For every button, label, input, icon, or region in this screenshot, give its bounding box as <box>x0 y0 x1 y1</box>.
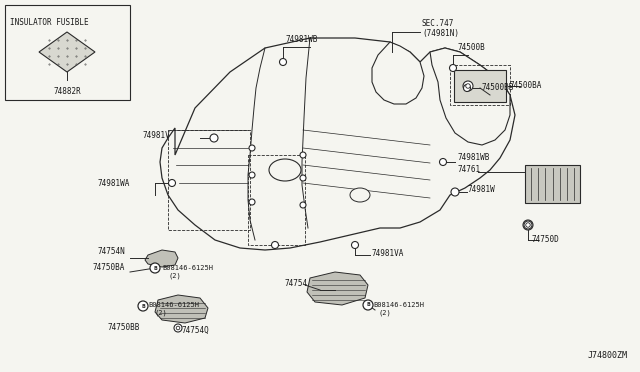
Polygon shape <box>430 48 510 145</box>
Text: (2): (2) <box>168 273 180 279</box>
Circle shape <box>176 326 180 330</box>
Polygon shape <box>307 272 368 305</box>
Text: 74500BB: 74500BB <box>482 83 515 93</box>
Circle shape <box>449 64 456 71</box>
Text: 74754N: 74754N <box>97 247 125 257</box>
Text: B08146-6125H: B08146-6125H <box>162 265 213 271</box>
Circle shape <box>280 58 287 65</box>
Circle shape <box>249 172 255 178</box>
Text: B08146-6125H: B08146-6125H <box>373 302 424 308</box>
Text: B: B <box>141 304 145 308</box>
Circle shape <box>525 223 531 227</box>
Text: J74800ZM: J74800ZM <box>588 351 628 360</box>
Text: 74750D: 74750D <box>532 235 560 244</box>
Text: B08146-6125H: B08146-6125H <box>148 302 199 308</box>
Text: 74981V: 74981V <box>142 131 170 141</box>
Text: 74981WB: 74981WB <box>458 154 490 163</box>
Text: 74981W: 74981W <box>468 186 496 195</box>
Text: 74500BA: 74500BA <box>510 81 542 90</box>
Text: 74882R: 74882R <box>53 87 81 96</box>
Circle shape <box>174 324 182 332</box>
Circle shape <box>463 81 473 91</box>
Text: SEC.747: SEC.747 <box>422 19 454 28</box>
Circle shape <box>451 188 459 196</box>
Text: 74981WB: 74981WB <box>285 35 317 44</box>
Text: (2): (2) <box>378 310 391 316</box>
Circle shape <box>300 152 306 158</box>
Text: 74981VA: 74981VA <box>372 248 404 257</box>
Circle shape <box>210 134 218 142</box>
Text: INSULATOR FUSIBLE: INSULATOR FUSIBLE <box>10 18 88 27</box>
Circle shape <box>168 180 175 186</box>
Circle shape <box>249 199 255 205</box>
Circle shape <box>138 301 148 311</box>
Circle shape <box>466 84 470 88</box>
Bar <box>450 65 510 105</box>
Text: 74754: 74754 <box>285 279 308 289</box>
Circle shape <box>300 175 306 181</box>
Text: 74750BB: 74750BB <box>108 324 140 333</box>
Polygon shape <box>145 250 178 267</box>
Polygon shape <box>160 38 515 250</box>
Circle shape <box>150 263 160 273</box>
Text: (2): (2) <box>154 310 167 316</box>
Polygon shape <box>155 295 208 323</box>
Circle shape <box>524 221 532 229</box>
Circle shape <box>300 202 306 208</box>
Circle shape <box>523 220 533 230</box>
Ellipse shape <box>350 188 370 202</box>
Bar <box>454 70 506 102</box>
Bar <box>525 165 580 203</box>
Text: B: B <box>366 302 370 308</box>
Text: (74981N): (74981N) <box>422 29 459 38</box>
Circle shape <box>440 158 447 166</box>
Circle shape <box>351 241 358 248</box>
Circle shape <box>363 300 373 310</box>
Circle shape <box>271 241 278 248</box>
Polygon shape <box>39 32 95 72</box>
Text: 74500B: 74500B <box>457 43 484 52</box>
Ellipse shape <box>269 159 301 181</box>
Circle shape <box>463 84 470 92</box>
Bar <box>168 130 250 230</box>
Text: B: B <box>153 266 157 270</box>
Bar <box>248 155 305 245</box>
Bar <box>5 5 130 100</box>
Circle shape <box>249 145 255 151</box>
Polygon shape <box>372 42 424 104</box>
Text: 74981WA: 74981WA <box>98 179 130 187</box>
Text: 74750BA: 74750BA <box>93 263 125 273</box>
Text: 74761: 74761 <box>458 166 481 174</box>
Text: 74754Q: 74754Q <box>182 326 210 334</box>
